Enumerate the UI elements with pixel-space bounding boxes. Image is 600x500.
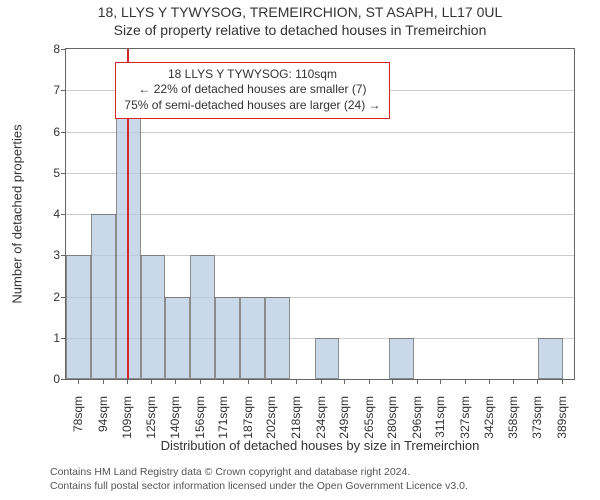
x-tick-label: 78sqm — [71, 396, 85, 432]
x-tick-label: 156sqm — [193, 396, 207, 439]
footer-line-2: Contains full postal sector information … — [50, 479, 468, 493]
x-tick-label: 218sqm — [289, 396, 303, 439]
x-tick-mark — [223, 379, 224, 384]
x-tick-mark — [175, 379, 176, 384]
x-tick-mark — [489, 379, 490, 384]
x-tick-label: 109sqm — [120, 396, 134, 439]
histogram-bar — [165, 297, 190, 380]
x-tick-mark — [513, 379, 514, 384]
grid-line — [66, 132, 574, 133]
y-axis-title: Number of detached properties — [10, 124, 25, 303]
y-tick-label: 0 — [53, 372, 60, 386]
x-tick-label: 234sqm — [314, 396, 328, 439]
histogram-bar — [315, 338, 340, 379]
footer: Contains HM Land Registry data © Crown c… — [50, 465, 468, 493]
x-tick-mark — [200, 379, 201, 384]
x-tick-label: 125sqm — [144, 396, 158, 439]
y-tick-label: 8 — [53, 42, 60, 56]
x-tick-label: 311sqm — [433, 396, 447, 438]
x-tick-label: 94sqm — [96, 396, 110, 432]
title-line-1: 18, LLYS Y TYWYSOG, TREMEIRCHION, ST ASA… — [0, 4, 600, 20]
x-tick-mark — [392, 379, 393, 384]
x-tick-label: 249sqm — [337, 396, 351, 439]
y-tick-mark — [61, 214, 66, 215]
y-tick-mark — [61, 49, 66, 50]
x-tick-mark — [465, 379, 466, 384]
histogram-bar — [389, 338, 414, 379]
annotation-box: 18 LLYS Y TYWYSOG: 110sqm← 22% of detach… — [115, 62, 389, 119]
annotation-line: 75% of semi-detached houses are larger (… — [124, 98, 380, 114]
x-tick-label: 358sqm — [506, 396, 520, 439]
y-tick-label: 3 — [53, 248, 60, 262]
x-tick-label: 140sqm — [168, 396, 182, 439]
y-tick-label: 4 — [53, 207, 60, 221]
y-tick-label: 5 — [53, 166, 60, 180]
y-tick-mark — [61, 132, 66, 133]
title-line-2: Size of property relative to detached ho… — [0, 22, 600, 38]
plot-area: 01234567878sqm94sqm109sqm125sqm140sqm156… — [65, 48, 575, 380]
x-tick-label: 171sqm — [216, 396, 230, 439]
x-tick-mark — [344, 379, 345, 384]
y-tick-mark — [61, 173, 66, 174]
x-tick-label: 373sqm — [530, 396, 544, 439]
x-tick-mark — [562, 379, 563, 384]
histogram-bar — [215, 297, 240, 380]
figure: 18, LLYS Y TYWYSOG, TREMEIRCHION, ST ASA… — [0, 0, 600, 500]
x-tick-label: 265sqm — [362, 396, 376, 439]
histogram-bar — [240, 297, 265, 380]
histogram-bar — [141, 255, 166, 379]
y-tick-label: 7 — [53, 83, 60, 97]
histogram-bar — [91, 214, 116, 379]
x-tick-label: 187sqm — [241, 396, 255, 439]
histogram-bar — [538, 338, 563, 379]
x-tick-mark — [248, 379, 249, 384]
x-tick-mark — [321, 379, 322, 384]
grid-line — [66, 173, 574, 174]
annotation-line: 18 LLYS Y TYWYSOG: 110sqm — [124, 67, 380, 83]
x-tick-mark — [440, 379, 441, 384]
annotation-line: ← 22% of detached houses are smaller (7) — [124, 82, 380, 98]
x-tick-mark — [151, 379, 152, 384]
y-tick-mark — [61, 379, 66, 380]
histogram-bar — [190, 255, 215, 379]
x-tick-label: 327sqm — [458, 396, 472, 439]
y-tick-mark — [61, 90, 66, 91]
x-tick-mark — [103, 379, 104, 384]
x-tick-label: 202sqm — [264, 396, 278, 439]
x-tick-mark — [369, 379, 370, 384]
x-tick-label: 389sqm — [555, 396, 569, 439]
x-tick-label: 296sqm — [410, 396, 424, 439]
histogram-bar — [66, 255, 91, 379]
y-tick-label: 2 — [53, 290, 60, 304]
x-tick-mark — [417, 379, 418, 384]
x-tick-mark — [537, 379, 538, 384]
grid-line — [66, 214, 574, 215]
histogram-bar — [265, 297, 290, 380]
x-tick-label: 280sqm — [385, 396, 399, 439]
x-tick-mark — [127, 379, 128, 384]
x-tick-mark — [78, 379, 79, 384]
x-axis-title: Distribution of detached houses by size … — [65, 438, 575, 453]
footer-line-1: Contains HM Land Registry data © Crown c… — [50, 465, 468, 479]
x-tick-label: 342sqm — [482, 396, 496, 439]
y-tick-label: 6 — [53, 125, 60, 139]
x-tick-mark — [296, 379, 297, 384]
x-tick-mark — [271, 379, 272, 384]
title-block: 18, LLYS Y TYWYSOG, TREMEIRCHION, ST ASA… — [0, 4, 600, 38]
y-tick-label: 1 — [53, 331, 60, 345]
